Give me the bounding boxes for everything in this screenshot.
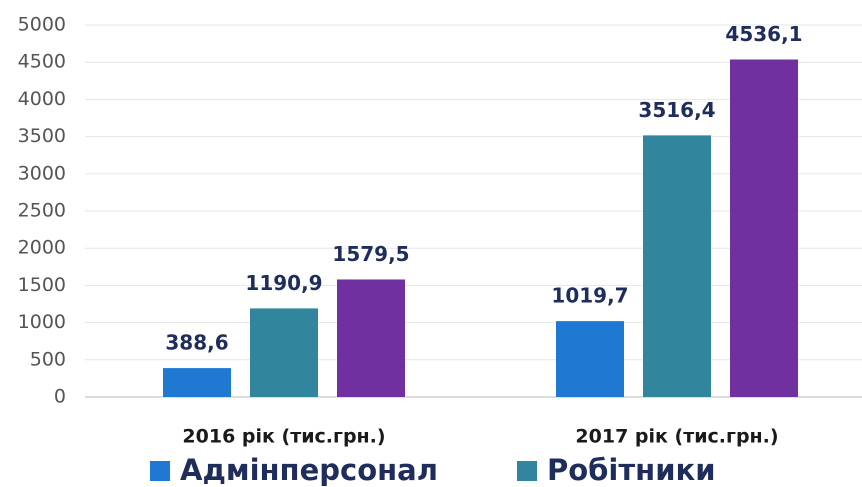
y-tick-label: 3500: [18, 125, 66, 147]
y-tick-label: 4500: [18, 51, 66, 73]
x-tick-label: 2017 рік (тис.грн.): [575, 426, 778, 448]
bar: [337, 279, 405, 397]
value-label: 3516,4: [638, 98, 715, 122]
value-label: 1190,9: [245, 271, 322, 295]
y-tick-label: 1000: [18, 311, 66, 333]
y-tick-label: 1500: [18, 274, 66, 296]
bar: [730, 59, 798, 397]
y-tick-label: 3000: [18, 162, 66, 184]
legend-label: Адмінперсонал: [180, 453, 438, 487]
legend-swatch: [150, 461, 170, 481]
y-tick-label: 0: [54, 386, 66, 408]
bar: [250, 308, 318, 397]
bar: [643, 135, 711, 398]
value-label: 1579,5: [332, 242, 409, 266]
bar: [556, 321, 624, 397]
value-label: 388,6: [165, 331, 228, 355]
x-tick-label: 2016 рік (тис.грн.): [182, 426, 385, 448]
y-tick-label: 2500: [18, 200, 66, 222]
legend-swatch: [517, 461, 537, 481]
y-tick-label: 500: [30, 348, 66, 370]
value-label: 4536,1: [725, 22, 802, 46]
y-tick-label: 4000: [18, 88, 66, 110]
value-label: 1019,7: [551, 284, 628, 308]
bar: [163, 368, 231, 397]
legend-label: Робітники: [547, 453, 716, 487]
y-tick-label: 5000: [18, 14, 66, 36]
y-tick-label: 2000: [18, 237, 66, 259]
